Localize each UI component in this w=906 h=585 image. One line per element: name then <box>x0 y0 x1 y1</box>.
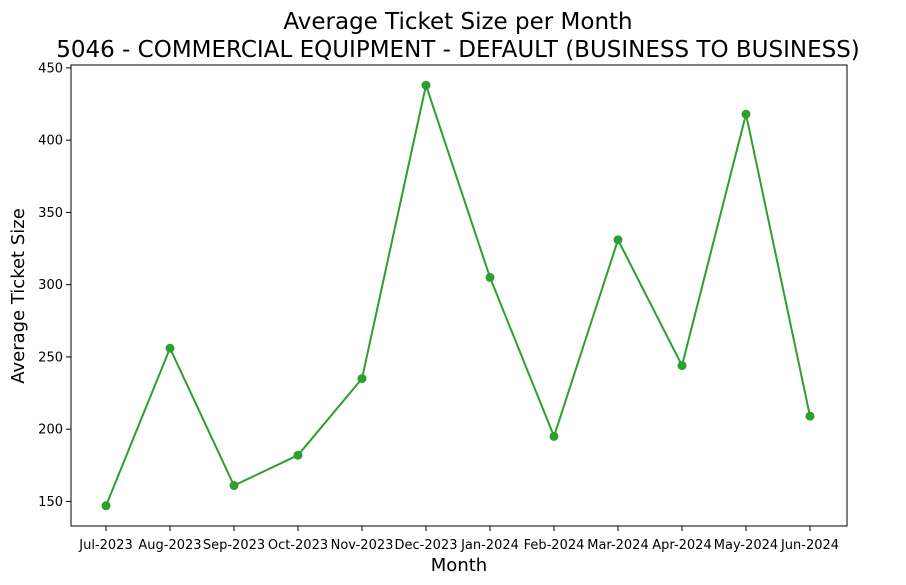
data-point <box>677 361 687 371</box>
x-tick-label: Jan-2024 <box>460 538 519 553</box>
data-point <box>229 481 239 491</box>
data-point <box>741 109 751 119</box>
data-point <box>421 80 431 90</box>
x-tick-label: Jul-2023 <box>78 538 132 553</box>
y-tick-label: 150 <box>38 495 63 510</box>
chart-title: Average Ticket Size per Month <box>283 9 632 35</box>
x-tick-label: Apr-2024 <box>652 538 711 553</box>
x-axis: Jul-2023 Aug-2023 Sep-2023 Oct-2023 Nov-2023… <box>78 526 839 553</box>
x-axis-label: Month <box>431 555 487 576</box>
data-point <box>101 501 111 511</box>
y-axis-label: Average Ticket Size <box>8 208 29 384</box>
data-point <box>165 343 175 353</box>
chart-subtitle: 5046 - COMMERCIAL EQUIPMENT - DEFAULT (B… <box>56 37 860 63</box>
data-point <box>485 272 495 282</box>
x-tick-label: Sep-2023 <box>203 538 265 553</box>
x-tick-label: Feb-2024 <box>524 538 585 553</box>
data-point <box>805 411 815 421</box>
data-point <box>293 450 303 460</box>
y-axis: 150 200 250 300 350 400 450 <box>38 61 71 510</box>
x-tick-label: Jun-2024 <box>780 538 839 553</box>
y-tick-label: 450 <box>38 61 63 76</box>
data-point <box>357 374 367 384</box>
plot-frame <box>70 64 848 527</box>
x-tick-label: May-2024 <box>714 538 778 553</box>
y-tick-label: 350 <box>38 206 63 221</box>
y-tick-label: 200 <box>38 423 63 438</box>
x-tick-label: Oct-2023 <box>268 538 328 553</box>
y-tick-label: 400 <box>38 134 63 149</box>
data-point <box>549 431 559 441</box>
x-tick-label: Dec-2023 <box>395 538 458 553</box>
x-tick-label: Mar-2024 <box>587 538 648 553</box>
plot-area <box>101 80 815 511</box>
y-tick-label: 300 <box>38 278 63 293</box>
y-tick-label: 250 <box>38 350 63 365</box>
x-tick-label: Nov-2023 <box>331 538 394 553</box>
x-tick-label: Aug-2023 <box>138 538 201 553</box>
data-point <box>613 235 623 245</box>
series-line <box>105 84 811 507</box>
